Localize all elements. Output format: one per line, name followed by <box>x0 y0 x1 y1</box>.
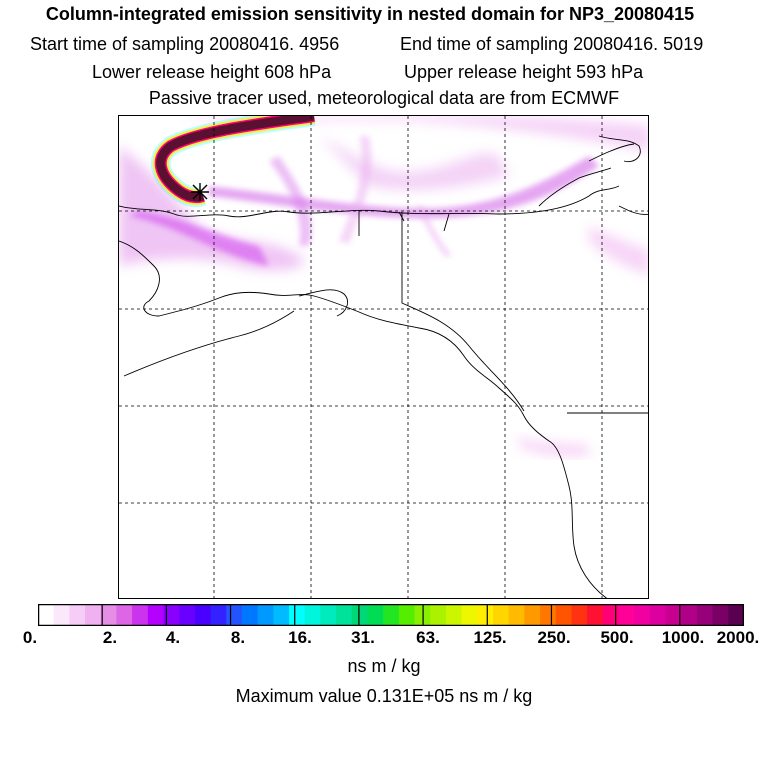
colorbar-swatch <box>728 604 745 626</box>
colorbar-swatch <box>69 604 86 626</box>
colorbar-swatch <box>132 604 149 626</box>
start-time-text: Start time of sampling 20080416. 4956 <box>30 34 340 54</box>
colorbar-swatch <box>398 604 416 626</box>
colorbar-units: ns m / kg <box>347 656 421 676</box>
colorbar-swatch <box>336 604 353 626</box>
colorbar-swatch <box>367 604 384 626</box>
colorbar-swatch <box>681 604 698 626</box>
colorbar-swatches <box>37 603 745 627</box>
colorbar-swatch <box>540 604 557 626</box>
colorbar-labels: 0. 2. 4. 8. 16. 31. 63. 125. 250. 500. 1… <box>0 628 768 652</box>
colorbar <box>37 603 745 627</box>
colorbar-swatch <box>210 604 227 626</box>
colorbar-swatch <box>226 604 243 626</box>
lower-height-text: Lower release height 608 hPa <box>92 62 332 82</box>
end-time-text: End time of sampling 20080416. 5019 <box>400 34 704 54</box>
colorbar-swatch <box>508 604 525 626</box>
colorbar-swatch <box>194 604 212 626</box>
map-canvas <box>119 116 648 598</box>
colorbar-label: 16. <box>288 628 312 647</box>
colorbar-swatch <box>351 604 369 626</box>
colorbar-swatch <box>147 604 165 626</box>
colorbar-label: 31. <box>351 628 375 647</box>
plume <box>150 116 316 208</box>
colorbar-swatch <box>445 604 463 626</box>
colorbar-swatch <box>649 604 667 626</box>
colorbar-frame <box>37 603 745 627</box>
colorbar-label: 0. <box>22 628 38 647</box>
colorbar-swatch <box>571 604 588 626</box>
colorbar-swatch <box>163 604 180 626</box>
colorbar-swatch <box>116 604 133 626</box>
colorbar-swatch <box>304 604 321 626</box>
colorbar-swatch <box>665 604 682 626</box>
grid-lines <box>119 116 648 598</box>
colorbar-swatch <box>85 604 102 626</box>
colorbar-label: 63. <box>416 628 440 647</box>
colorbar-swatch <box>696 604 714 626</box>
colorbar-label: 500. <box>600 628 634 647</box>
colorbar-swatch <box>383 604 400 626</box>
colorbar-swatch <box>492 604 510 626</box>
colorbar-label: 2. <box>102 628 118 647</box>
release-point-marker <box>191 183 209 201</box>
colorbar-swatch <box>100 604 118 626</box>
colorbar-label: 125. <box>473 628 507 647</box>
colorbar-swatch <box>602 604 620 626</box>
coastlines <box>119 135 648 598</box>
maximum-value-text: Maximum value 0.131E+05 ns m / kg <box>235 686 533 706</box>
colorbar-swatch <box>587 604 604 626</box>
colorbar-swatch <box>634 604 651 626</box>
colorbar-label: 8. <box>230 628 246 647</box>
tracer-info-text: Passive tracer used, meteorological data… <box>148 88 620 108</box>
colorbar-swatch <box>273 604 290 626</box>
upper-height-text: Upper release height 593 hPa <box>404 62 644 82</box>
colorbar-swatch <box>53 604 70 626</box>
colorbar-swatch <box>179 604 196 626</box>
colorbar-swatch <box>289 604 306 626</box>
colorbar-label: 4. <box>165 628 181 647</box>
colorbar-swatch <box>430 604 447 626</box>
sensitivity-map <box>118 115 649 599</box>
colorbar-swatch <box>257 604 274 626</box>
colorbar-label: 2000. <box>716 628 760 647</box>
colorbar-swatch <box>461 604 478 626</box>
colorbar-swatch <box>712 604 729 626</box>
colorbar-swatch <box>524 604 541 626</box>
colorbar-swatch <box>618 604 635 626</box>
colorbar-swatch <box>38 604 55 626</box>
colorbar-swatch <box>241 604 259 626</box>
colorbar-swatch <box>320 604 337 626</box>
colorbar-label: 250. <box>537 628 571 647</box>
figure-title: Column-integrated emission sensitivity i… <box>45 4 695 24</box>
colorbar-label: 1000. <box>661 628 705 647</box>
colorbar-swatch <box>555 604 573 626</box>
colorbar-swatch <box>477 604 494 626</box>
sensitivity-field <box>119 116 648 456</box>
